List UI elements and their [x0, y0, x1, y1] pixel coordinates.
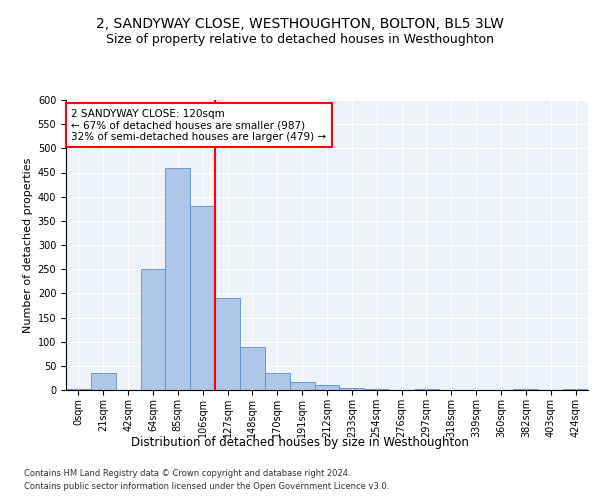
Text: Size of property relative to detached houses in Westhoughton: Size of property relative to detached ho… [106, 32, 494, 46]
Text: Contains public sector information licensed under the Open Government Licence v3: Contains public sector information licen… [24, 482, 389, 491]
Bar [514, 389, 538, 390]
Bar [340, 388, 364, 390]
Text: 2 SANDYWAY CLOSE: 120sqm
← 67% of detached houses are smaller (987)
32% of semi-: 2 SANDYWAY CLOSE: 120sqm ← 67% of detach… [71, 108, 326, 142]
Bar [314, 385, 340, 390]
Bar [265, 373, 290, 390]
Bar [414, 388, 439, 390]
Text: Distribution of detached houses by size in Westhoughton: Distribution of detached houses by size … [131, 436, 469, 449]
Y-axis label: Number of detached properties: Number of detached properties [23, 158, 34, 332]
Bar [215, 298, 240, 390]
Bar [240, 346, 265, 390]
Text: 2, SANDYWAY CLOSE, WESTHOUGHTON, BOLTON, BL5 3LW: 2, SANDYWAY CLOSE, WESTHOUGHTON, BOLTON,… [96, 18, 504, 32]
Bar [166, 168, 190, 390]
Text: Contains HM Land Registry data © Crown copyright and database right 2024.: Contains HM Land Registry data © Crown c… [24, 469, 350, 478]
Bar [140, 269, 166, 390]
Bar [563, 389, 588, 390]
Bar [364, 389, 389, 390]
Bar [190, 206, 215, 390]
Bar [91, 373, 116, 390]
Bar [66, 389, 91, 390]
Bar [290, 382, 314, 390]
